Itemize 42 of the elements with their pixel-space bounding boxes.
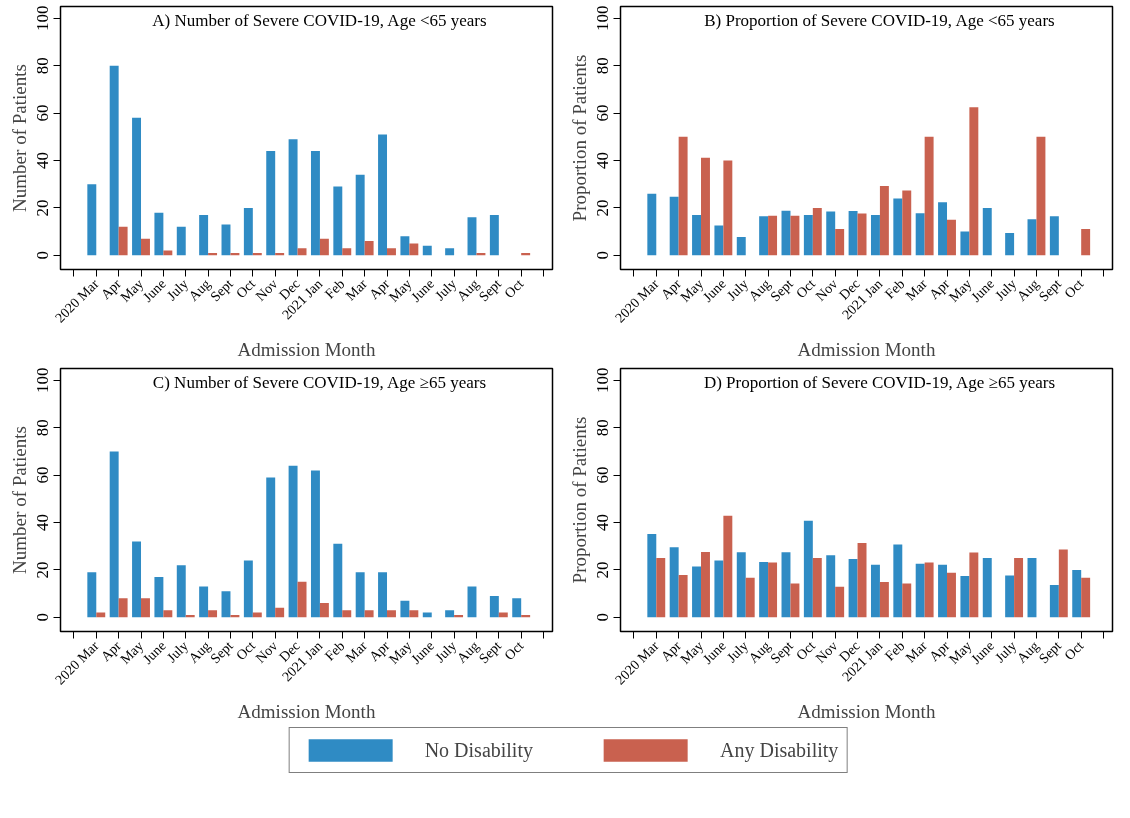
y-tick-label: 80: [593, 57, 613, 75]
chart-title: A) Number of Severe COVID-19, Age <65 years: [152, 10, 487, 30]
y-tick-label: 80: [33, 419, 53, 437]
y-tick-label: 20: [33, 561, 53, 579]
chart-title: C) Number of Severe COVID-19, Age ≥65 years: [152, 372, 487, 392]
chart-title: B) Proportion of Severe COVID-19, Age <65 years: [704, 10, 1055, 30]
y-tick-label: 100: [33, 367, 53, 394]
y-axis-title: Proportion of Patients: [568, 416, 590, 584]
y-tick-label: 100: [593, 5, 613, 32]
y-tick-label: 80: [33, 57, 53, 75]
y-tick-label: 40: [33, 514, 53, 532]
y-tick-label: 40: [593, 514, 613, 532]
x-tick-label: Oct: [1061, 276, 1087, 302]
y-tick-label: 20: [593, 199, 613, 217]
y-axis-title: Number of Patients: [8, 426, 30, 574]
x-axis-title: Admission Month: [797, 700, 936, 722]
x-tick-label: Oct: [501, 276, 527, 302]
x-tick-label: Oct: [1061, 638, 1087, 664]
x-axis-title: Admission Month: [237, 338, 376, 360]
y-tick-label: 40: [33, 152, 53, 170]
chart-title: D) Proportion of Severe COVID-19, Age ≥65 years: [703, 372, 1056, 392]
y-tick-label: 60: [33, 104, 53, 122]
y-tick-label: 60: [593, 466, 613, 484]
y-tick-label: 60: [33, 466, 53, 484]
y-tick-label: 0: [33, 613, 53, 622]
y-tick-label: 80: [593, 419, 613, 437]
y-axis-title: Proportion of Patients: [568, 54, 590, 222]
x-axis-title: Admission Month: [237, 700, 376, 722]
legend-label: Any Disability: [720, 738, 839, 762]
y-tick-label: 40: [593, 152, 613, 170]
y-tick-label: 100: [593, 367, 613, 394]
x-tick-label: Oct: [501, 638, 527, 664]
y-tick-label: 100: [33, 5, 53, 32]
y-tick-label: 20: [33, 199, 53, 217]
y-tick-label: 60: [593, 104, 613, 122]
y-tick-label: 0: [593, 613, 613, 622]
legend-label: No Disability: [424, 738, 533, 762]
y-tick-label: 20: [593, 561, 613, 579]
y-axis-title: Number of Patients: [8, 64, 30, 212]
y-tick-label: 0: [33, 251, 53, 260]
y-tick-label: 0: [593, 251, 613, 260]
x-axis-title: Admission Month: [797, 338, 936, 360]
